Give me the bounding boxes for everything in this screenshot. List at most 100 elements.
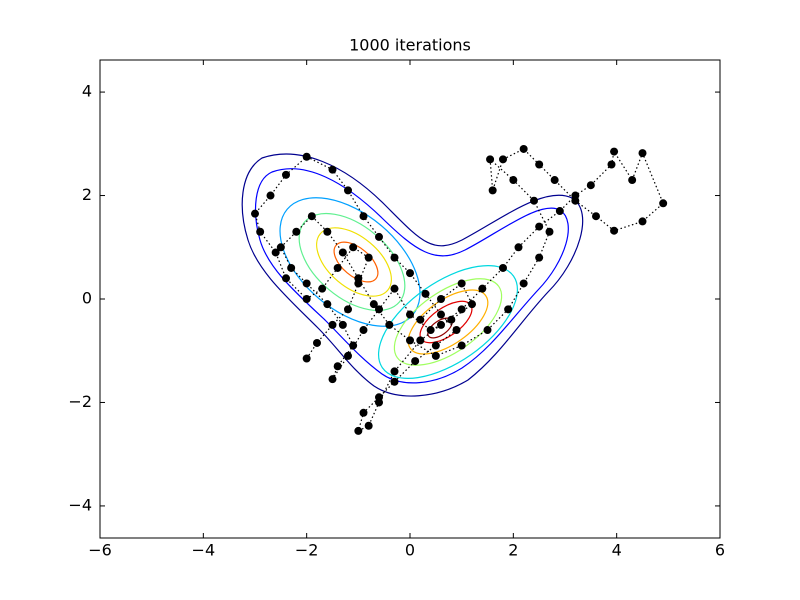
sample-point — [406, 336, 414, 345]
x-tick-label: −4 — [192, 541, 216, 560]
sample-point — [416, 315, 425, 324]
sample-point — [457, 341, 466, 350]
sample-point — [302, 279, 311, 288]
sample-point — [437, 295, 445, 303]
chart-title: 1000 iterations — [349, 36, 471, 55]
sample-point — [328, 375, 337, 384]
sample-point — [282, 170, 290, 179]
sample-point — [638, 149, 647, 158]
sample-point — [610, 226, 619, 235]
sample-point — [338, 248, 347, 257]
sample-point — [369, 300, 378, 309]
sample-point — [364, 421, 373, 430]
x-tick-label: −6 — [88, 541, 112, 560]
sample-point — [307, 212, 316, 221]
sample-point — [344, 305, 352, 314]
sample-point — [385, 320, 394, 329]
sample-point — [375, 398, 383, 407]
sample-point — [571, 196, 580, 205]
sample-point — [519, 279, 528, 288]
sample-point — [349, 243, 358, 252]
sample-point — [302, 354, 311, 363]
sample-point — [468, 300, 476, 309]
sample-point — [457, 279, 466, 288]
sample-point — [354, 426, 363, 435]
sample-point — [421, 289, 430, 298]
sample-point — [535, 253, 544, 262]
sample-point — [323, 300, 332, 309]
sample-point — [416, 336, 425, 345]
sample-point — [488, 186, 497, 195]
y-tick-label: 0 — [82, 289, 92, 308]
contour — [254, 168, 569, 384]
x-tick-label: 4 — [612, 541, 622, 560]
x-tick-label: 2 — [508, 541, 518, 560]
contour — [241, 153, 584, 397]
sample-point — [282, 274, 290, 283]
sample-point — [530, 196, 538, 205]
y-tick-label: −4 — [68, 495, 92, 514]
sample-point — [426, 326, 435, 335]
sample-point — [333, 263, 342, 272]
sample-point — [359, 326, 368, 335]
x-tick-label: −2 — [295, 541, 319, 560]
sample-point — [659, 199, 668, 208]
contour — [298, 212, 406, 312]
sample-point — [266, 191, 275, 200]
contours — [241, 153, 584, 397]
contour — [407, 289, 489, 355]
sample-point — [478, 284, 487, 293]
sample-point — [499, 155, 507, 164]
contour — [377, 265, 519, 379]
sample-point — [499, 263, 507, 272]
sample-point — [452, 326, 461, 335]
contour — [316, 227, 392, 297]
sample-point — [276, 243, 285, 252]
y-tick-label: 4 — [82, 82, 92, 101]
contour — [333, 241, 379, 283]
y-tick-label: 2 — [82, 185, 92, 204]
sample-point — [375, 305, 383, 314]
sample-point — [359, 212, 368, 221]
sample-point — [344, 186, 352, 195]
y-tick-label: −2 — [68, 392, 92, 411]
sample-point — [292, 227, 301, 236]
sample-point — [437, 320, 445, 329]
sample-point — [338, 320, 347, 329]
sample-point — [406, 269, 414, 278]
sample-point — [390, 377, 399, 386]
sample-point — [486, 155, 495, 164]
sample-point — [364, 253, 373, 262]
sample-point — [535, 160, 544, 169]
sample-point — [390, 367, 399, 376]
sample-point — [431, 341, 440, 350]
sample-point — [328, 165, 337, 174]
sample-point — [550, 176, 559, 185]
sample-point — [586, 181, 595, 190]
sample-point — [509, 176, 518, 185]
sample-point — [359, 408, 368, 417]
sample-point — [610, 147, 619, 156]
sample-point — [483, 326, 492, 335]
sample-point — [302, 152, 311, 161]
sample-point — [406, 310, 414, 319]
sample-point — [390, 253, 399, 262]
sample-point — [592, 212, 600, 221]
sample-point — [313, 338, 321, 347]
sample-point — [514, 243, 523, 252]
sample-point — [256, 227, 265, 236]
sample-point — [447, 315, 456, 324]
x-tick-label: 6 — [715, 541, 725, 560]
sample-point — [431, 351, 440, 360]
sample-point — [457, 305, 466, 314]
sample-point — [437, 310, 445, 319]
sample-point — [333, 362, 342, 371]
sample-point — [302, 295, 311, 303]
sample-point — [545, 227, 554, 236]
sample-point — [555, 207, 564, 216]
sample-point — [328, 320, 337, 329]
sample-point — [519, 144, 528, 153]
sample-point — [628, 176, 637, 185]
sample-point — [271, 248, 280, 257]
